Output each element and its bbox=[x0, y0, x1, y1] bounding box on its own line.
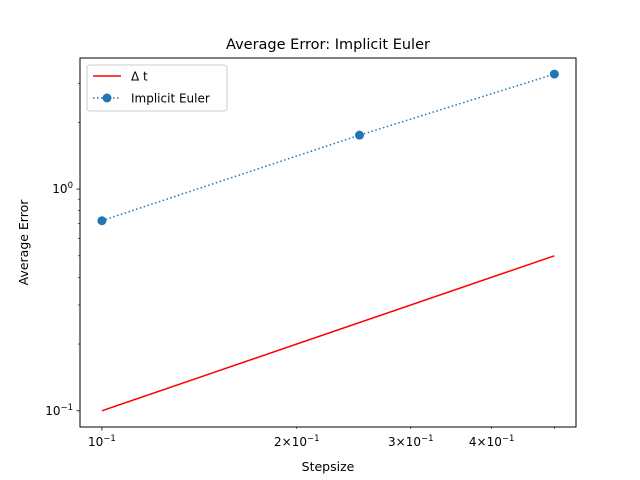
y-tick-label: 10−1 bbox=[45, 403, 73, 418]
axis-ticks: 10−1 2×10−1 3×10−1 4×10−1 10−1 100 bbox=[45, 82, 555, 449]
legend-label-1: Δ t bbox=[131, 70, 148, 84]
x-tick-label: 2×10−1 bbox=[274, 434, 320, 449]
legend: Δ t Implicit Euler bbox=[86, 64, 228, 112]
axes-frame bbox=[79, 57, 577, 428]
x-tick-label: 4×10−1 bbox=[469, 434, 515, 449]
series-point-2 bbox=[355, 130, 365, 140]
series-line-1 bbox=[101, 255, 555, 412]
plot-area bbox=[97, 69, 559, 412]
legend-label-2: Implicit Euler bbox=[131, 92, 210, 106]
x-tick-label: 3×10−1 bbox=[388, 434, 434, 449]
legend-box bbox=[86, 64, 228, 112]
chart-title: Average Error: Implicit Euler bbox=[226, 37, 430, 53]
legend-marker-2 bbox=[102, 93, 112, 103]
series-point-2 bbox=[97, 216, 107, 226]
x-tick-label: 10−1 bbox=[88, 434, 116, 449]
series-point-2 bbox=[549, 69, 559, 79]
y-axis-label: Average Error bbox=[16, 199, 31, 286]
y-tick-label: 100 bbox=[52, 181, 73, 196]
x-axis-label: Stepsize bbox=[302, 459, 355, 474]
